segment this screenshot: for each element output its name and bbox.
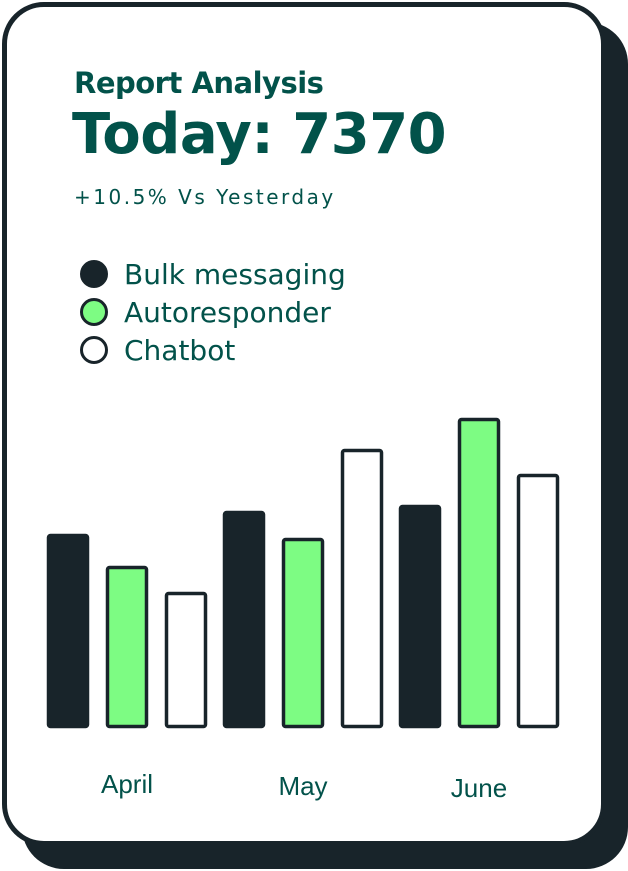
bar-may-chatbot: [340, 448, 384, 729]
bar-june-autoresponder: [457, 417, 501, 729]
report-title: Report Analysis: [74, 66, 324, 100]
x-tick-label: June: [451, 773, 507, 803]
bar-june-chatbot: [516, 473, 560, 729]
today-total: Today: 7370: [72, 102, 447, 167]
legend-label: Autoresponder: [124, 295, 331, 329]
x-tick-label: April: [101, 769, 153, 799]
bar-june-bulk-messaging: [398, 504, 442, 729]
legend-dot-icon: [80, 336, 108, 364]
legend-item-autoresponder: Autoresponder: [80, 293, 346, 331]
x-tick-label: May: [278, 771, 327, 801]
comparison-text: +10.5% Vs Yesterday: [74, 185, 336, 209]
bar-april-bulk-messaging: [46, 533, 90, 729]
legend-dot-icon: [80, 260, 108, 288]
legend-dot-icon: [80, 298, 108, 326]
bar-may-autoresponder: [281, 537, 325, 729]
bar-may-bulk-messaging: [222, 510, 266, 729]
legend: Bulk messaging Autoresponder Chatbot: [80, 255, 346, 369]
bar-april-autoresponder: [105, 565, 149, 729]
bar-april-chatbot: [164, 591, 208, 729]
legend-item-chatbot: Chatbot: [80, 331, 346, 369]
legend-label: Chatbot: [124, 333, 236, 367]
legend-item-bulk: Bulk messaging: [80, 255, 346, 293]
legend-label: Bulk messaging: [124, 257, 346, 291]
